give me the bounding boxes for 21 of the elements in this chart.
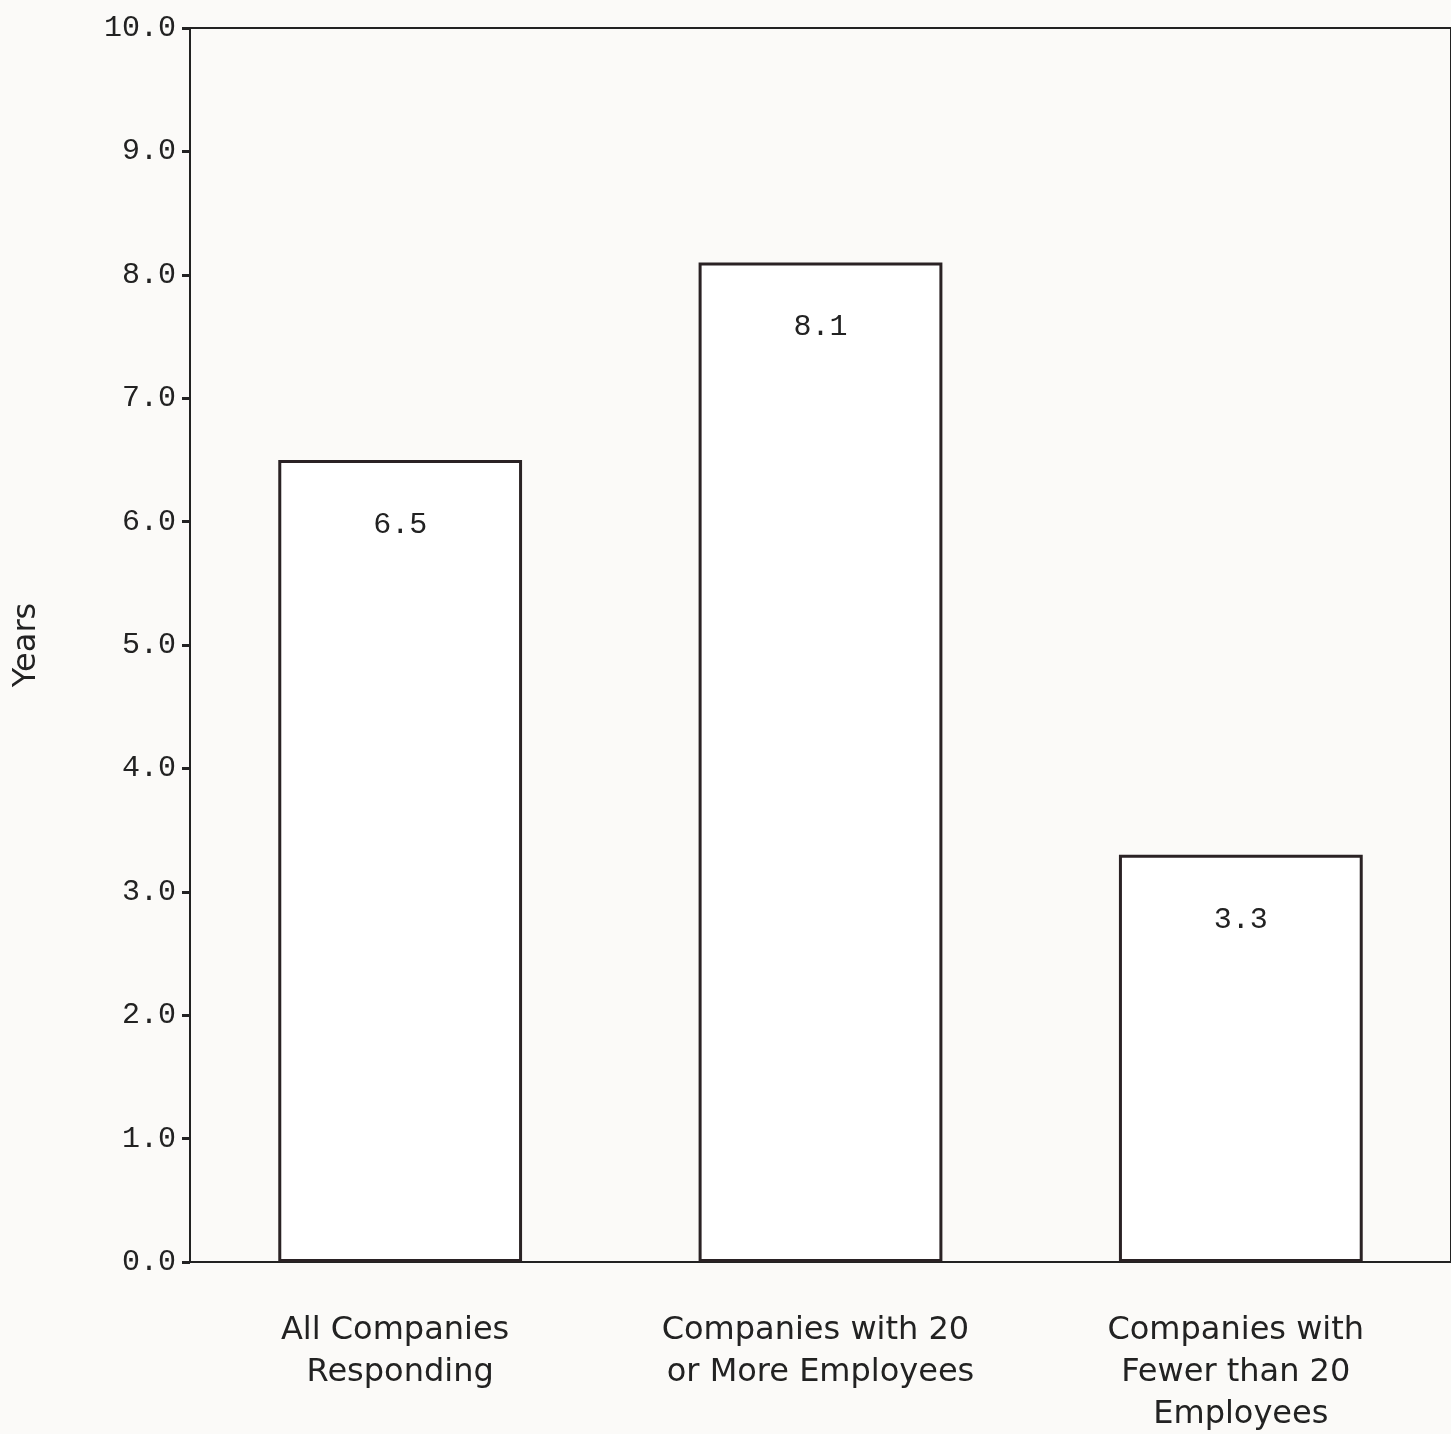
- data-label: 6.5: [373, 507, 428, 542]
- y-tick-label: 0.0: [121, 1245, 176, 1279]
- y-tick-label: 5.0: [121, 628, 176, 662]
- y-tick-label: 3.0: [121, 874, 176, 909]
- y-tick-label: 10.0: [103, 11, 176, 45]
- y-axis-title: Years: [5, 602, 43, 689]
- x-tick-label: Companies with 20 or More Employees: [661, 1309, 980, 1389]
- y-tick-label: 8.0: [121, 257, 176, 292]
- data-label: 3.3: [1213, 902, 1268, 937]
- x-tick-label: All Companies Responding: [280, 1309, 520, 1389]
- bar: [278, 459, 523, 1262]
- y-tick-label: 9.0: [121, 134, 176, 169]
- bar: [1118, 854, 1363, 1262]
- x-tick-label: Companies with Fewer than 20 Employees: [1107, 1309, 1375, 1431]
- y-tick-label: 1.0: [121, 1121, 176, 1156]
- y-tick-label: 7.0: [121, 381, 176, 416]
- bar: [698, 262, 943, 1262]
- y-tick-label: 4.0: [121, 751, 176, 786]
- y-tick-label: 6.0: [121, 504, 176, 539]
- data-label: 8.1: [793, 310, 848, 345]
- y-tick-label: 2.0: [121, 998, 176, 1033]
